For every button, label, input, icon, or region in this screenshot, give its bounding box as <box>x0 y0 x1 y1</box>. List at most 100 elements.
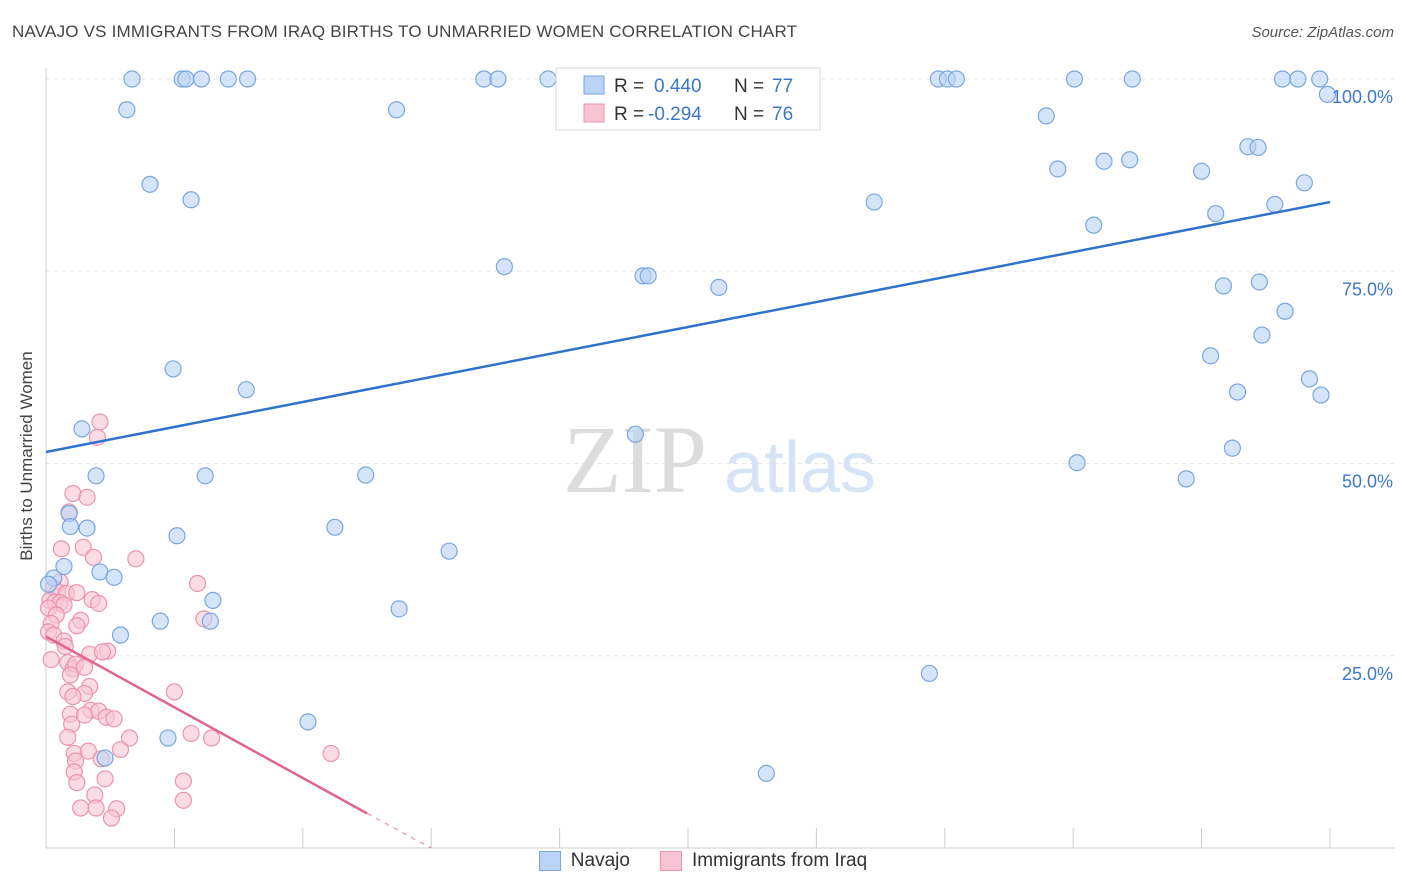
navajo-point-46 <box>1228 383 1247 401</box>
navajo-point-54 <box>357 466 375 484</box>
navajo-point-18 <box>118 101 136 119</box>
navajo-point-11 <box>947 70 965 88</box>
iraq-point-24 <box>68 617 86 635</box>
iraq-point-13 <box>68 584 86 602</box>
navajo-point-25 <box>1049 160 1067 178</box>
navajo-point-69 <box>151 612 169 630</box>
navajo-point-17 <box>1318 85 1337 103</box>
iraq-point-6 <box>74 538 92 556</box>
navajo-point-76 <box>757 764 775 783</box>
navajo-point-58 <box>78 519 96 537</box>
navajo-point-41 <box>1253 326 1271 344</box>
correlation-legend: R = 0.440 N = 77 R = -0.294 N = 76 <box>555 67 821 131</box>
navajo-point-66 <box>39 575 58 593</box>
watermark-atlas: atlas <box>724 428 876 508</box>
watermark-zip: ZIP <box>563 406 707 513</box>
y-tick-label-0: 25.0% <box>1342 664 1393 684</box>
navajo-point-72 <box>920 664 938 683</box>
iraq-point-54 <box>120 729 139 747</box>
navajo-point-74 <box>159 729 177 747</box>
navajo-point-40 <box>1276 302 1294 320</box>
navajo-point-47 <box>1312 386 1330 404</box>
navajo-point-8 <box>539 70 557 88</box>
navajo-point-39 <box>1214 277 1233 295</box>
navajo-point-50 <box>1223 439 1242 457</box>
legend-swatch-navajo-bottom <box>538 851 561 871</box>
iraq-point-0 <box>91 413 109 431</box>
iraq-point-3 <box>78 488 96 506</box>
iraq-point-63 <box>174 772 192 790</box>
navajo-point-49 <box>626 425 644 443</box>
navajo-point-55 <box>1177 470 1195 488</box>
navajo-point-29 <box>182 191 200 209</box>
axes <box>45 68 1395 849</box>
navajo-point-30 <box>865 193 883 211</box>
navajo-point-24 <box>1095 152 1113 170</box>
iraq-point-48 <box>75 706 94 724</box>
iraq-point-55 <box>59 728 77 746</box>
legend-swatch-iraq <box>583 103 605 123</box>
legend-swatch-navajo <box>583 75 605 95</box>
navajo-point-59 <box>168 527 186 545</box>
navajo-point-28 <box>141 175 159 193</box>
navajo-point-37 <box>710 278 728 296</box>
navajo-point-5 <box>238 70 257 88</box>
legend-label-iraq: Immigrants from Iraq <box>691 850 868 871</box>
iraq-point-19 <box>90 594 108 613</box>
iraq-point-56 <box>111 740 130 759</box>
iraq-point-65 <box>68 774 86 792</box>
y-tick-label-1: 50.0% <box>1342 472 1393 492</box>
series-legend: Navajo Immigrants from Iraq <box>0 850 1406 872</box>
navajo-point-20 <box>1037 107 1055 125</box>
iraq-trend-line <box>45 635 368 815</box>
navajo-point-7 <box>489 70 507 88</box>
navajo-point-14 <box>1273 70 1292 88</box>
navajo-point-33 <box>1085 216 1103 234</box>
iraq-point-5 <box>52 540 71 558</box>
navajo-point-64 <box>105 568 123 586</box>
chart-title: NAVAJO VS IMMIGRANTS FROM IRAQ BIRTHS TO… <box>12 22 798 41</box>
source-label: Source: ZipAtlas.com <box>1251 24 1394 41</box>
navajo-point-22 <box>1249 138 1267 157</box>
iraq-point-50 <box>105 710 123 728</box>
navajo-point-38 <box>1250 273 1268 291</box>
iraq-point-38 <box>75 658 94 676</box>
watermark: ZIP atlas <box>563 406 876 513</box>
iraq-point-53 <box>203 729 221 747</box>
iraq-point-71 <box>102 809 121 827</box>
navajo-point-12 <box>1065 70 1084 88</box>
legend-item-iraq[interactable]: Immigrants from Iraq <box>659 850 868 872</box>
scatter-chart: ZIP atlas 25.0%50.0%75.0%100.0% 0.0%100.… <box>17 67 1395 849</box>
navajo-point-36 <box>639 267 657 285</box>
navajo-point-51 <box>1068 454 1086 472</box>
navajo-point-43 <box>164 360 182 378</box>
navajo-point-4 <box>219 70 237 88</box>
iraq-point-8 <box>127 550 145 568</box>
iraq-point-67 <box>174 791 192 809</box>
navajo-point-15 <box>1289 70 1307 88</box>
navajo-point-44 <box>1300 370 1319 388</box>
navajo-point-53 <box>196 467 214 485</box>
legend-n-value-1: 77 <box>772 76 793 97</box>
legend-item-navajo[interactable]: Navajo <box>538 850 630 872</box>
iraq-point-58 <box>79 742 97 760</box>
navajo-point-27 <box>1295 174 1313 192</box>
iraq-point-64 <box>96 770 114 788</box>
navajo-point-3 <box>192 70 210 88</box>
iraq-point-52 <box>182 724 200 743</box>
legend-n-label-2: N = <box>734 104 764 125</box>
navajo-point-45 <box>237 381 255 399</box>
iraq-point-44 <box>64 687 82 706</box>
legend-n-value-2: 76 <box>772 104 793 125</box>
legend-r-value-1: 0.440 <box>654 76 702 97</box>
legend-r-value-2: -0.294 <box>648 104 702 125</box>
iraq-point-29 <box>188 574 207 593</box>
navajo-point-13 <box>1123 70 1141 88</box>
y-tick-label-2: 75.0% <box>1342 279 1393 299</box>
navajo-point-16 <box>1311 70 1329 88</box>
navajo-trend-line <box>45 200 1331 454</box>
navajo-point-48 <box>73 420 91 438</box>
navajo-point-71 <box>111 626 130 644</box>
navajo-point-0 <box>123 70 141 88</box>
navajo-point-34 <box>495 258 513 276</box>
